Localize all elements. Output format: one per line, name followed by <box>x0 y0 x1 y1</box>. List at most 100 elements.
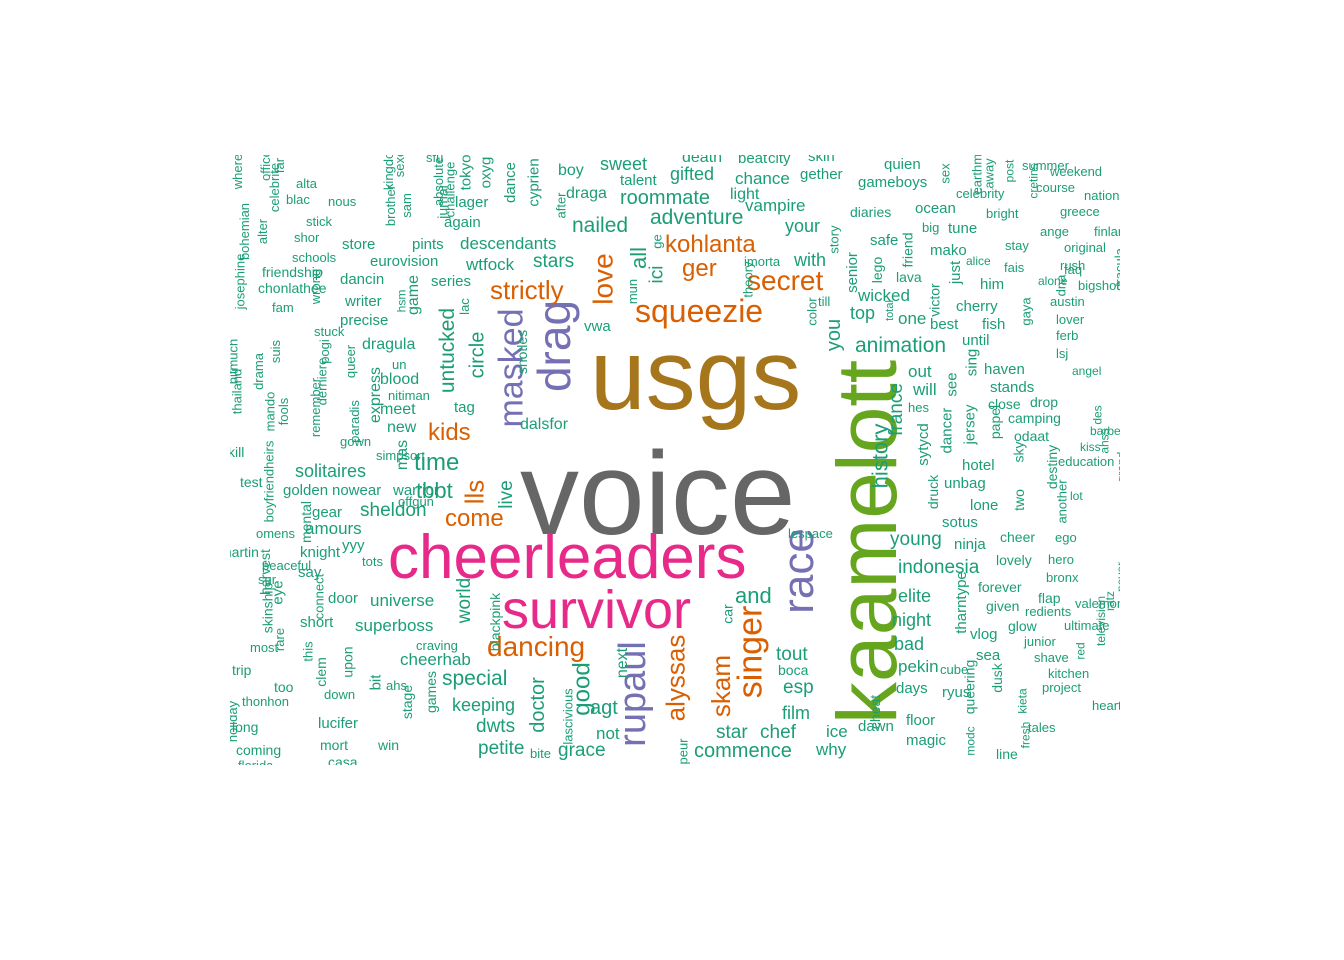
word: hotel <box>962 457 995 474</box>
word: nailed <box>572 214 629 237</box>
word: fish <box>982 316 1006 333</box>
word: pekin <box>898 657 939 676</box>
word: wtfock <box>466 255 515 274</box>
word: cherry <box>956 298 998 315</box>
word: fools <box>276 397 292 426</box>
word: simpson <box>376 448 425 463</box>
word: star <box>716 722 748 743</box>
word: live <box>495 480 517 509</box>
word: project <box>1042 680 1082 695</box>
word: dracula <box>1111 248 1120 291</box>
word: ahss <box>1097 428 1112 454</box>
word: sea <box>976 647 1001 664</box>
word: tales <box>1028 720 1056 735</box>
word: race <box>773 528 823 614</box>
word: ryus <box>942 684 971 701</box>
word: chef <box>760 722 796 743</box>
word: knight <box>300 544 341 561</box>
word: kohlanta <box>665 231 756 258</box>
word: universe <box>370 591 435 610</box>
word: omens <box>256 526 296 541</box>
word: lone <box>970 497 999 514</box>
word: skin <box>808 155 835 165</box>
word: cheat <box>867 694 884 730</box>
word: love <box>587 253 619 305</box>
word: red <box>1073 642 1088 660</box>
word: france <box>885 383 907 436</box>
word: kill <box>230 444 245 460</box>
word: shor <box>294 230 320 245</box>
word: will <box>913 380 937 399</box>
word: martin <box>230 544 259 560</box>
word: rush <box>1060 258 1086 273</box>
word: mun <box>625 278 641 305</box>
word: never <box>1114 561 1120 593</box>
word: dancer <box>938 407 956 454</box>
word: drop <box>1030 394 1059 410</box>
word: druck <box>925 474 942 510</box>
word: indonesia <box>898 557 980 578</box>
word: lac <box>456 298 472 315</box>
word: amours <box>305 519 362 538</box>
word: tots <box>362 554 383 569</box>
word: un <box>392 357 407 372</box>
word: series <box>431 273 472 290</box>
word: too <box>274 679 294 695</box>
word: haven <box>984 361 1025 378</box>
word: forever <box>978 579 1022 595</box>
word: short <box>300 614 334 631</box>
word: commence <box>694 740 792 762</box>
word: jersey <box>961 404 979 445</box>
word: gether <box>800 166 843 183</box>
word: barbelle <box>1090 424 1120 438</box>
word: cube <box>940 662 969 677</box>
word: ange <box>1040 224 1069 239</box>
word: holiday <box>230 700 241 743</box>
word: sfu <box>426 155 444 165</box>
word: descendants <box>460 234 557 253</box>
word: night <box>892 610 932 630</box>
word: roommate <box>620 187 711 209</box>
word: drag <box>528 299 581 393</box>
word: golden <box>283 482 329 499</box>
word: sytycd <box>914 423 932 466</box>
word: most <box>250 640 279 655</box>
word: friendship <box>262 264 323 280</box>
word: with <box>794 250 827 270</box>
word: shotles <box>514 329 531 375</box>
word: connect <box>311 573 327 620</box>
word: where <box>230 155 246 190</box>
word: clem <box>312 657 329 687</box>
word: light <box>730 186 760 203</box>
word: long <box>232 719 259 735</box>
word: door <box>328 590 359 607</box>
word: alter <box>255 218 271 245</box>
word: beat <box>738 155 768 167</box>
word: mort <box>320 737 348 753</box>
word: survivor <box>502 580 692 640</box>
word: until <box>962 332 990 349</box>
word: gown <box>340 434 372 449</box>
word: bronx <box>1046 570 1079 585</box>
word: schools <box>292 250 337 265</box>
word: stands <box>990 379 1035 396</box>
word: bite <box>530 746 551 761</box>
word: mental <box>298 500 315 544</box>
word: far <box>272 157 288 174</box>
word: magic <box>906 732 947 749</box>
word: gifted <box>670 164 715 184</box>
word: sexe <box>392 155 408 178</box>
word: lucifer <box>318 715 359 732</box>
word: car <box>719 604 736 624</box>
word: squeezie <box>635 293 764 329</box>
word: bohemian <box>237 202 253 261</box>
word: camping <box>1008 410 1061 426</box>
word: quien <box>884 156 921 173</box>
word: esp <box>783 677 814 698</box>
word: peur <box>675 738 691 765</box>
word: elite <box>898 586 932 606</box>
word: meet <box>380 401 416 418</box>
word: this <box>300 641 316 662</box>
word: usgs <box>590 319 802 431</box>
word: casa <box>328 754 358 765</box>
